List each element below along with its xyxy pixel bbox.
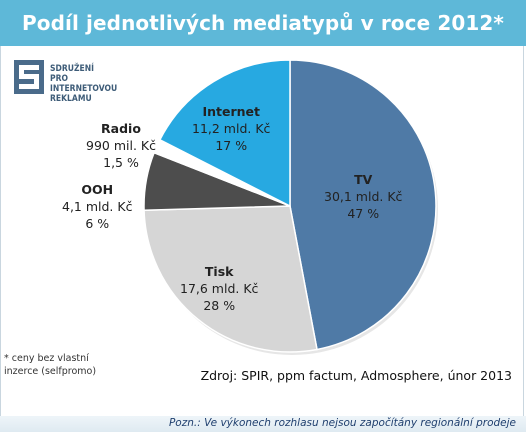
slice-label-tv: TV 30,1 mld. Kč 47 % xyxy=(324,171,402,222)
slice-value-tisk: 17,6 mld. Kč xyxy=(180,281,259,296)
slice-percent-internet: 17 % xyxy=(215,138,248,153)
slice-percent-ooh: 6 % xyxy=(85,216,110,231)
chart-title: Podíl jednotlivých mediatypů v roce 2012… xyxy=(0,0,526,46)
slice-value-internet: 11,2 mld. Kč xyxy=(192,121,271,136)
pie-slice-internet xyxy=(158,59,291,208)
slice-label-radio: Radio 990 mil. Kč 1,5 % xyxy=(86,120,156,171)
slice-name-internet: Internet xyxy=(202,104,260,119)
slice-value-radio: 990 mil. Kč xyxy=(86,138,156,153)
pie-slice-tisk xyxy=(143,205,318,353)
note-text: Pozn.: Ve výkonech rozhlasu nejsou započ… xyxy=(168,417,516,429)
slice-name-tv: TV xyxy=(354,172,373,187)
slice-percent-tv: 47 % xyxy=(347,206,380,221)
spir-logo-text: SDRUŽENÍ PRO INTERNETOVOU REKLAMU xyxy=(50,64,118,104)
slice-percent-tisk: 28 % xyxy=(203,298,236,313)
spir-logo-icon xyxy=(14,60,44,94)
chart-title-text: Podíl jednotlivých mediatypů v roce 2012… xyxy=(22,11,504,35)
slice-label-tisk: Tisk 17,6 mld. Kč 28 % xyxy=(180,263,258,314)
slice-name-tisk: Tisk xyxy=(204,264,234,279)
slice-name-radio: Radio xyxy=(101,121,141,136)
slice-label-internet: Internet 11,2 mld. Kč 17 % xyxy=(192,103,270,154)
slice-name-ooh: OOH xyxy=(81,182,114,197)
slice-value-ooh: 4,1 mld. Kč xyxy=(62,199,133,214)
footnote-text: * ceny bez vlastní inzerce (selfpromo) xyxy=(4,353,97,377)
slice-label-ooh: OOH 4,1 mld. Kč 6 % xyxy=(62,181,132,232)
source-text: Zdroj: SPIR, ppm factum, Admosphere, úno… xyxy=(200,368,512,383)
slice-percent-radio: 1,5 % xyxy=(103,155,139,170)
pie-slice-tv xyxy=(289,59,437,351)
note-bar xyxy=(0,416,526,432)
footnote: * ceny bez vlastní inzerce (selfpromo) xyxy=(4,352,96,378)
slice-value-tv: 30,1 mld. Kč xyxy=(324,189,403,204)
spir-logo: SDRUŽENÍ PRO INTERNETOVOU REKLAMU xyxy=(14,60,134,104)
